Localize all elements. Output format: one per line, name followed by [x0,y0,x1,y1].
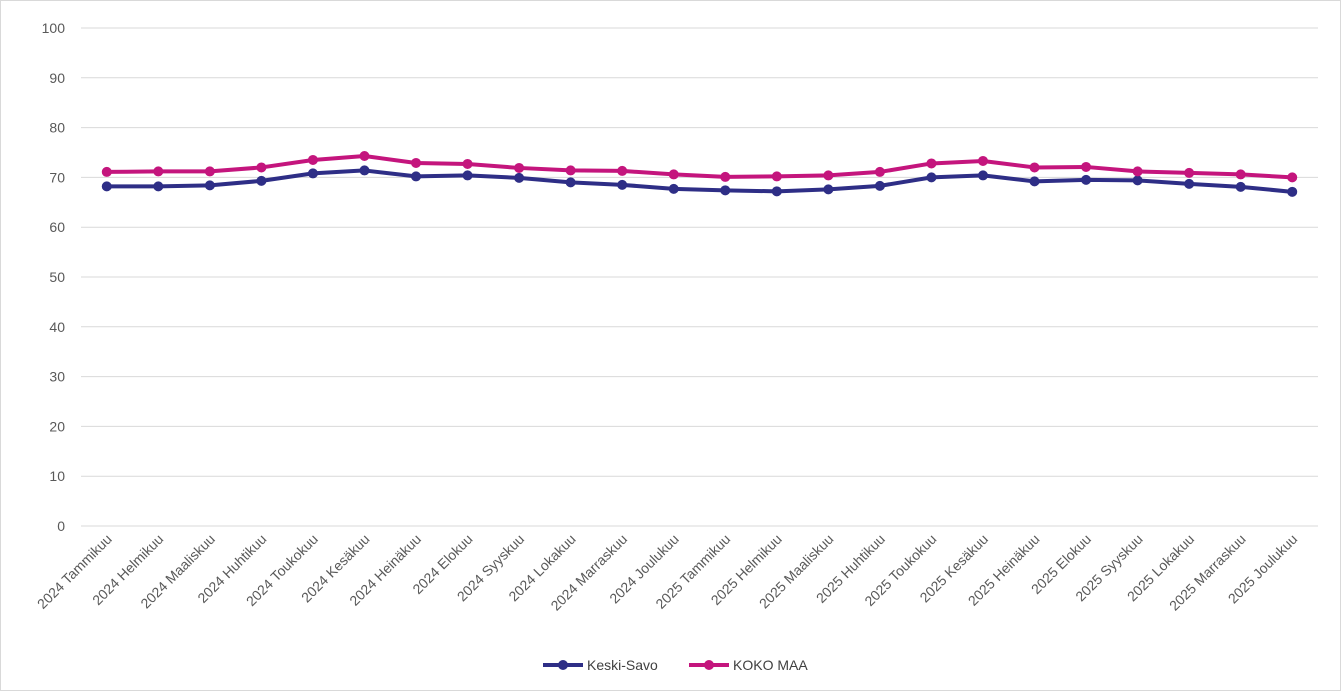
data-point [771,186,782,197]
y-tick-label: 60 [49,219,65,235]
data-point [977,155,988,166]
data-point [204,166,215,177]
data-point [514,172,525,183]
data-point [1184,167,1195,178]
data-point [101,181,112,192]
data-point [720,171,731,182]
data-point [411,171,422,182]
y-tick-label: 0 [57,518,65,534]
data-point [926,158,937,169]
data-point [1081,174,1092,185]
data-point [977,170,988,181]
legend: Keski-Savo KOKO MAA [543,657,808,673]
data-point [153,181,164,192]
data-point [411,157,422,168]
data-point [1235,181,1246,192]
y-tick-label: 30 [49,369,65,385]
data-point [1029,176,1040,187]
y-tick-label: 40 [49,319,65,335]
y-tick-label: 50 [49,269,65,285]
data-point [1081,161,1092,172]
data-point [668,183,679,194]
y-axis-tick-labels: 0 10 20 30 40 50 60 70 80 90 100 [42,20,66,534]
data-point [1287,172,1298,183]
y-tick-label: 100 [42,20,66,36]
data-point [926,172,937,183]
y-tick-label: 10 [49,468,65,484]
data-point [617,179,628,190]
data-point [1029,162,1040,173]
data-point [1235,169,1246,180]
y-tick-label: 80 [49,120,65,136]
data-point [307,168,318,179]
legend-item: KOKO MAA [689,657,808,673]
data-point [1132,175,1143,186]
data-point [874,166,885,177]
data-point [462,158,473,169]
data-point [462,170,473,181]
data-point [101,166,112,177]
data-point [359,150,370,161]
data-point [565,165,576,176]
data-point [1132,166,1143,177]
legend-label: Keski-Savo [587,657,658,673]
data-point [617,165,628,176]
legend-marker [558,660,568,670]
data-point [153,166,164,177]
y-tick-label: 90 [49,70,65,86]
series-line [104,168,1295,194]
data-point [771,171,782,182]
data-point [720,185,731,196]
data-point [1184,178,1195,189]
data-point [256,175,267,186]
data-point [359,165,370,176]
series-koko-maa [101,150,1298,183]
data-point [874,180,885,191]
data-point [204,180,215,191]
series-layer [101,150,1298,197]
data-point [1287,186,1298,197]
data-point [565,177,576,188]
gridlines [81,27,1318,527]
data-point [823,184,834,195]
data-point [256,162,267,173]
data-point [514,162,525,173]
legend-marker [704,660,714,670]
legend-item: Keski-Savo [543,657,658,673]
legend-label: KOKO MAA [733,657,808,673]
series-keski-savo [101,165,1298,197]
series-line [104,153,1295,180]
y-tick-label: 70 [49,169,65,185]
data-point [307,154,318,165]
y-tick-label: 20 [49,418,65,434]
data-point [668,169,679,180]
data-point [823,170,834,181]
